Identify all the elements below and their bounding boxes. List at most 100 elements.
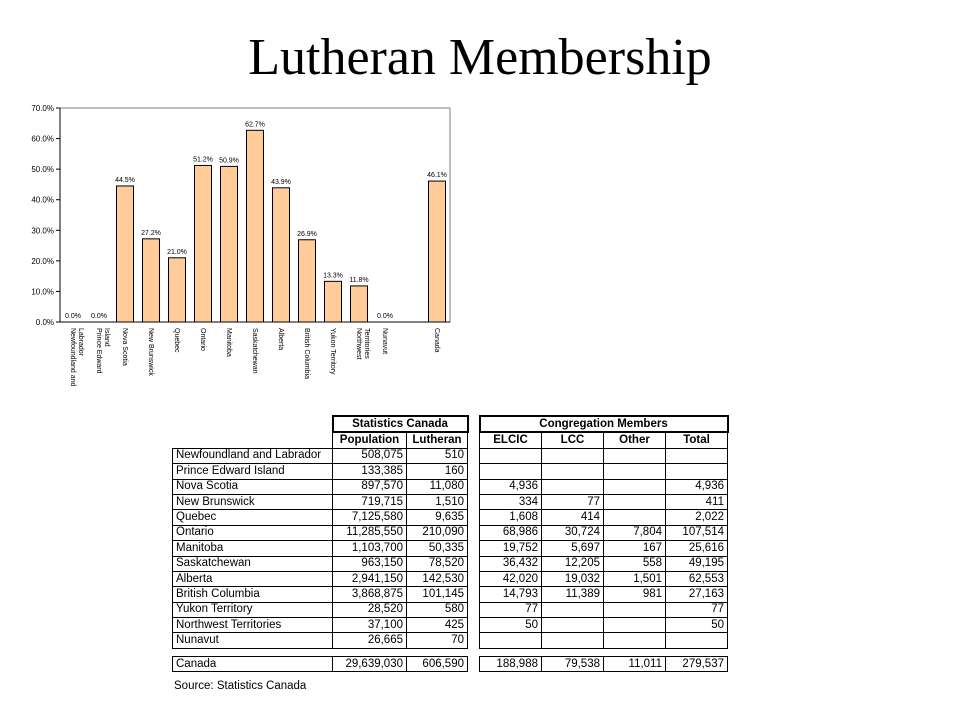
table-cell: 27,163 bbox=[665, 586, 728, 603]
table-cell bbox=[541, 463, 604, 480]
bar bbox=[220, 165, 238, 323]
table-cell: 14,793 bbox=[479, 586, 542, 603]
table-cell: 963,150 bbox=[332, 555, 407, 572]
category-label: New Brunswick bbox=[147, 328, 154, 376]
header-statistics-canada: Statistics Canada bbox=[331, 414, 469, 434]
table-cell: 77 bbox=[541, 493, 604, 511]
table-cell: 79,538 bbox=[541, 655, 604, 673]
table-cell: 49,195 bbox=[665, 555, 728, 572]
row-label: Northwest Territories bbox=[172, 617, 333, 634]
table-cell: 981 bbox=[603, 586, 666, 603]
bar bbox=[116, 185, 134, 323]
table-cell bbox=[603, 447, 666, 465]
table-cell: 897,570 bbox=[332, 478, 407, 495]
table-row: Manitoba 1,103,700 50,335 19,752 5,697 167 25,… bbox=[172, 540, 728, 557]
bar bbox=[272, 187, 290, 323]
col-header-lcc: LCC bbox=[541, 431, 604, 449]
table-cell: 11,389 bbox=[541, 586, 604, 603]
row-label: British Columbia bbox=[172, 586, 333, 603]
table-cell: 28,520 bbox=[332, 601, 407, 619]
table-cell: 107,514 bbox=[665, 524, 728, 542]
table-row: Nunavut 26,665 70 bbox=[172, 632, 728, 649]
table-cell: 167 bbox=[603, 540, 666, 557]
col-header-total: Total bbox=[665, 431, 728, 449]
table-row: Quebec 7,125,580 9,635 1,608 414 2,022 bbox=[172, 509, 728, 526]
table-cell bbox=[541, 447, 604, 465]
table-cell: 11,080 bbox=[406, 478, 468, 495]
category-label: Prince Edward bbox=[95, 328, 102, 374]
category-label: Quebec bbox=[173, 328, 180, 353]
table-cell: 68,986 bbox=[479, 524, 542, 542]
data-label: 62.7% bbox=[245, 121, 265, 128]
category-label: Northwest bbox=[355, 328, 362, 360]
data-label: 44.5% bbox=[115, 177, 135, 184]
table-cell: 580 bbox=[406, 601, 468, 619]
data-label: 0.0% bbox=[91, 313, 107, 320]
row-label: Alberta bbox=[172, 570, 333, 588]
table-cell: 50,335 bbox=[406, 540, 468, 557]
table-cell: 160 bbox=[406, 463, 468, 480]
table-cell: 3,868,875 bbox=[332, 586, 407, 603]
header-congregation-members: Congregation Members bbox=[478, 414, 729, 434]
data-label: 0.0% bbox=[65, 313, 81, 320]
table-cell bbox=[479, 632, 542, 649]
row-label: New Brunswick bbox=[172, 493, 333, 511]
table-cell: 1,501 bbox=[603, 570, 666, 588]
table-total-row: Canada 29,639,030 606,590 188,988 79,538 11,0… bbox=[172, 655, 728, 673]
table-cell: 425 bbox=[406, 617, 468, 634]
data-label: 43.9% bbox=[271, 179, 291, 186]
y-tick-label: 50.0% bbox=[31, 165, 54, 174]
col-header-other: Other bbox=[603, 431, 666, 449]
table-cell: 411 bbox=[665, 493, 728, 511]
data-label: 27.2% bbox=[141, 230, 161, 237]
data-label: 50.9% bbox=[219, 157, 239, 164]
table-cell bbox=[541, 632, 604, 649]
table-cell: 42,020 bbox=[479, 570, 542, 588]
table-cell: 2,941,150 bbox=[332, 570, 407, 588]
row-label: Ontario bbox=[172, 524, 333, 542]
table-cell: 50 bbox=[479, 617, 542, 634]
table-cell: 2,022 bbox=[665, 509, 728, 526]
table-row: Prince Edward Island 133,385 160 bbox=[172, 463, 728, 480]
col-header-elcic: ELCIC bbox=[479, 431, 542, 449]
data-label: 11.8% bbox=[349, 277, 368, 284]
table-row: New Brunswick 719,715 1,510 334 77 411 bbox=[172, 493, 728, 511]
row-label: Quebec bbox=[172, 509, 333, 526]
row-label: Nova Scotia bbox=[172, 478, 333, 495]
table-row: Newfoundland and Labrador 508,075 510 bbox=[172, 447, 728, 465]
table-cell bbox=[541, 478, 604, 495]
table-cell: 25,616 bbox=[665, 540, 728, 557]
row-label: Newfoundland and Labrador bbox=[172, 447, 333, 465]
bar bbox=[350, 285, 368, 323]
bar bbox=[168, 257, 186, 323]
table-cell bbox=[479, 463, 542, 480]
table-cell: 36,432 bbox=[479, 555, 542, 572]
table-cell: 77 bbox=[479, 601, 542, 619]
data-label: 13.3% bbox=[323, 272, 343, 279]
data-label: 26.9% bbox=[297, 231, 317, 238]
table-cell: 78,520 bbox=[406, 555, 468, 572]
table-cell: 9,635 bbox=[406, 509, 468, 526]
table-cell bbox=[603, 601, 666, 619]
table-cell: 414 bbox=[541, 509, 604, 526]
y-tick-label: 20.0% bbox=[31, 257, 54, 266]
row-label: Manitoba bbox=[172, 540, 333, 557]
table-cell: 11,011 bbox=[603, 655, 666, 673]
table-cell bbox=[603, 632, 666, 649]
source-note: Source: Statistics Canada bbox=[174, 680, 307, 692]
table-cell: 26,665 bbox=[332, 632, 407, 649]
category-label: Labrador bbox=[77, 328, 84, 357]
table-cell: 1,608 bbox=[479, 509, 542, 526]
table-cell: 142,530 bbox=[406, 570, 468, 588]
table-cell bbox=[541, 601, 604, 619]
table-cell bbox=[541, 617, 604, 634]
table-cell: 30,724 bbox=[541, 524, 604, 542]
category-label: British Columbia bbox=[303, 328, 310, 379]
data-label: 0.0% bbox=[377, 313, 393, 320]
table-cell: 29,639,030 bbox=[332, 655, 407, 673]
bar bbox=[194, 164, 212, 323]
table-cell: 210,090 bbox=[406, 524, 468, 542]
table-cell: 50 bbox=[665, 617, 728, 634]
table-cell: 508,075 bbox=[332, 447, 407, 465]
data-label: 21.0% bbox=[167, 249, 187, 256]
